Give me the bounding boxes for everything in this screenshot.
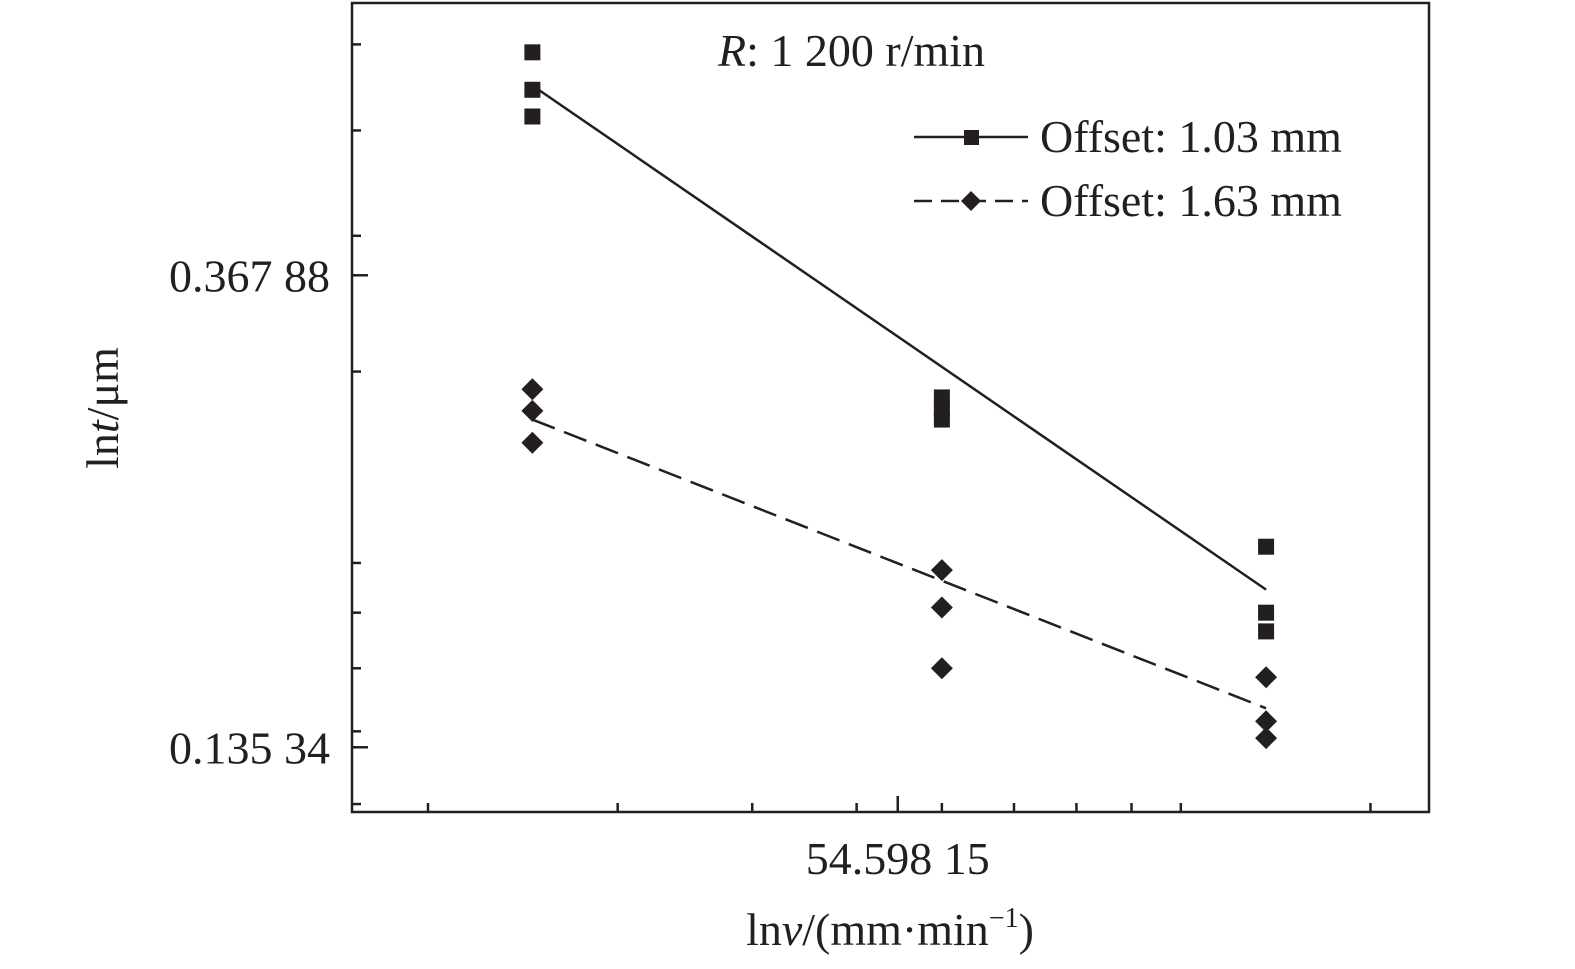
legend: Offset: 1.03 mm Offset: 1.63 mm [914,111,1342,226]
x-axis-label: lnv/(mm·min−1) [746,903,1034,955]
data-point-diamond [521,399,544,422]
data-point-square [1258,604,1275,621]
legend-square-marker [964,130,979,145]
data-markers [521,44,1278,750]
major-ticks [352,274,899,812]
data-point-diamond [1255,710,1278,733]
annotation-text: R: 1 200 r/min [717,25,985,76]
legend-diamond-marker [961,191,981,211]
data-point-square [524,44,541,61]
legend-label-2: Offset: 1.63 mm [1040,175,1342,226]
legend-entry-1: Offset: 1.03 mm [914,111,1342,162]
legend-entry-2: Offset: 1.63 mm [914,175,1342,226]
y-tick-label: 0.135 34 [169,722,330,773]
y-axis-label: lnt/μm [77,347,128,469]
fit-lines [531,84,1267,710]
data-point-square [933,411,950,428]
y-tick-label: 0.367 88 [169,250,330,301]
data-point-diamond [1255,727,1278,750]
fit-line-series-2 [531,418,1267,710]
plot-frame [350,1,1431,814]
data-point-square [1258,623,1275,640]
data-point-diamond [521,378,544,401]
data-point-square [1258,538,1275,555]
data-point-diamond [930,596,953,619]
data-point-diamond [930,559,953,582]
data-point-diamond [521,431,544,454]
minor-ticks [352,43,1372,812]
data-point-diamond [930,657,953,680]
fit-line-series-1 [531,84,1267,591]
data-point-diamond [1255,666,1278,689]
data-point-square [524,81,541,98]
legend-label-1: Offset: 1.03 mm [1040,111,1342,162]
x-tick-label: 54.598 15 [806,833,990,884]
data-point-square [524,108,541,125]
tick-labels: 54.598 15 0.367 88 0.135 34 [169,250,990,884]
